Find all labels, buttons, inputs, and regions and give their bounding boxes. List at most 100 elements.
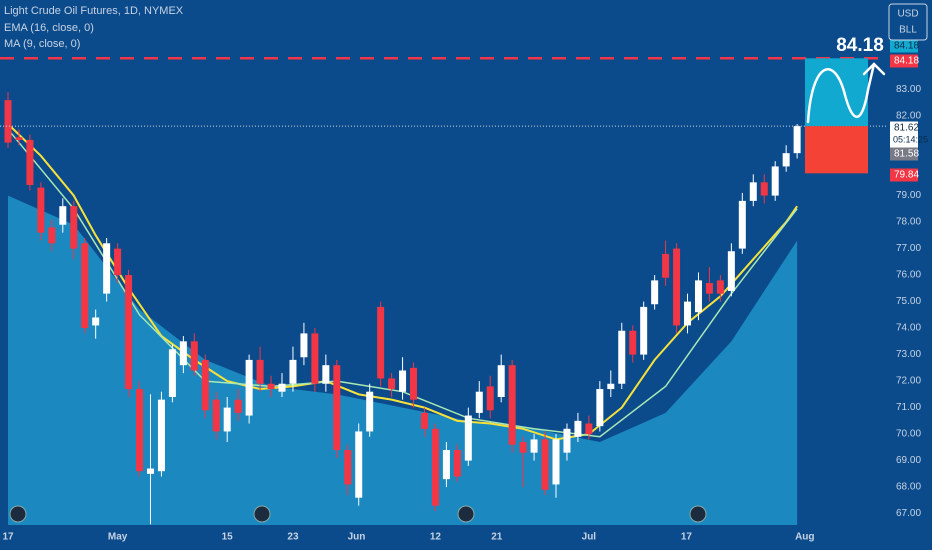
candle-body (508, 365, 516, 445)
candle-body (519, 442, 527, 453)
price-label: 81.58 (894, 149, 919, 160)
candle-body (705, 283, 713, 294)
candle-body (322, 365, 330, 384)
candle-body (92, 317, 100, 326)
target-zone (805, 58, 868, 127)
price-label: 79.84 (894, 170, 919, 181)
candle-body (311, 333, 319, 384)
stop-zone (805, 126, 868, 174)
indicator-line (7, 123, 798, 441)
candle-body (256, 359, 264, 384)
candle-body (453, 450, 461, 477)
candle-body (585, 423, 593, 435)
candle-body (410, 367, 418, 400)
candle-body (125, 275, 133, 390)
candle-body (4, 100, 12, 143)
candle-body (15, 137, 23, 140)
unit: BLL (899, 25, 917, 36)
candle-body (475, 391, 483, 413)
overlay-layer: 67.00 68.00 69.00 70.00 71.00 72.00 73.00 74.00… (0, 35, 928, 543)
candle-layer (4, 92, 801, 525)
legend-ma: MA (9, close, 0) (4, 38, 80, 50)
candle-body (694, 280, 702, 313)
drawn-arrow (806, 62, 886, 124)
candle-body (618, 330, 626, 384)
candle-body (574, 420, 582, 437)
candle-body (114, 248, 122, 276)
candle-body (552, 439, 560, 485)
candle-body (640, 306, 648, 355)
currency: USD (897, 9, 918, 20)
candle-body (103, 243, 111, 294)
news-icon[interactable] (9, 505, 27, 523)
candle-body (749, 182, 757, 201)
legend-ema: EMA (16, close, 0) (4, 22, 94, 34)
news-icon[interactable] (689, 505, 707, 523)
candle-body (530, 439, 538, 453)
candle-body (464, 415, 472, 461)
candle-body (727, 251, 735, 291)
y-tick-label: 74.00 (896, 323, 921, 334)
candle-body (684, 301, 692, 326)
countdown: 05:14:25 (893, 134, 928, 144)
candle-body (212, 399, 220, 432)
x-tick-label: Jul (582, 532, 597, 543)
candle-body (651, 280, 659, 305)
price-label-box (890, 54, 918, 68)
candle-body (388, 378, 396, 390)
x-tick-label: Jun (348, 532, 366, 543)
candle-body (596, 389, 604, 427)
price-label-box (890, 121, 918, 148)
candle-body (760, 182, 768, 196)
candle-body (771, 166, 779, 196)
candle-body (366, 391, 374, 432)
candle-body (289, 359, 297, 384)
chart-title: Light Crude Oil Futures, 1D, NYMEX (4, 5, 184, 17)
x-tick-label: 17 (681, 532, 693, 543)
candle-body (37, 187, 45, 233)
candle-body (431, 428, 439, 506)
news-icon[interactable] (253, 505, 271, 523)
news-icons (9, 505, 707, 523)
candle-body (541, 439, 549, 490)
candle-body (136, 389, 144, 472)
y-tick-label: 70.00 (896, 429, 921, 440)
y-tick-label: 69.00 (896, 455, 921, 466)
candle-body (278, 383, 286, 392)
candle-body (201, 359, 209, 411)
y-tick-label: 76.00 (896, 270, 921, 281)
y-tick-label: 82.00 (896, 111, 921, 122)
y-tick-label: 71.00 (896, 402, 921, 413)
candle-body (59, 206, 67, 225)
y-tick-label: 83.00 (896, 84, 921, 95)
candle-body (673, 248, 681, 326)
price-label: 84.18 (894, 41, 919, 52)
y-tick-label: 68.00 (896, 482, 921, 493)
price-label: 81.62 (894, 123, 919, 134)
price-label-box (890, 168, 918, 182)
candle-body (267, 383, 275, 390)
candle-body (70, 206, 78, 249)
candle-body (300, 333, 308, 358)
price-label-box (890, 147, 918, 161)
candle-body (497, 365, 505, 397)
x-tick-label: May (108, 532, 128, 543)
news-icon[interactable] (457, 505, 475, 523)
candle-body (190, 341, 198, 371)
price-label: 84.18 (894, 56, 919, 67)
candle-body (223, 407, 231, 432)
candle-body (377, 306, 385, 379)
candle-body (607, 383, 615, 390)
indicator-area (8, 195, 798, 525)
x-tick-label: 12 (430, 532, 442, 543)
candle-body (563, 428, 571, 453)
area-layer (8, 195, 798, 525)
candle-body (157, 399, 165, 472)
currency-box[interactable] (888, 3, 928, 41)
candle-body (81, 243, 89, 329)
candle-body (716, 280, 724, 294)
x-tick-label: 21 (491, 532, 503, 543)
y-tick-label: 67.00 (896, 508, 921, 519)
candle-body (793, 126, 801, 154)
